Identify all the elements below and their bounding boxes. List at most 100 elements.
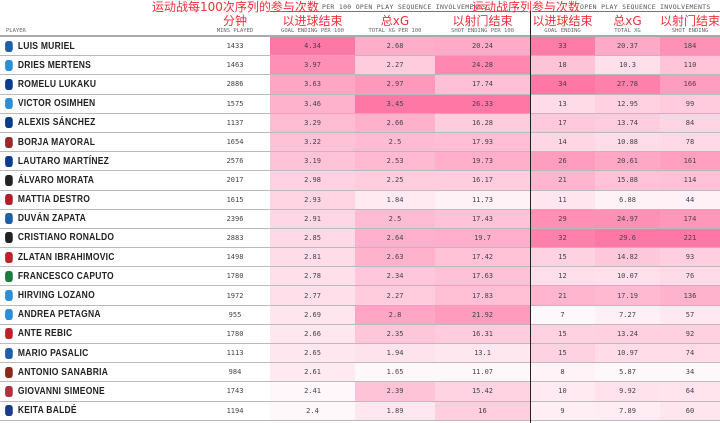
stat-cell: 16.31: [435, 324, 530, 343]
club-badge-icon: [5, 98, 13, 110]
stat-cell: 10: [530, 382, 595, 401]
column-header-cn: 以进球结束: [282, 14, 343, 28]
stat-cell: 1.89: [355, 401, 435, 420]
column-header[interactable]: TOTAL XG: [614, 28, 641, 34]
mins-played: 2396: [226, 214, 244, 223]
column-header[interactable]: TOTAL XG PER 100: [368, 28, 422, 34]
player-cell: ANTONIO SANABRIA: [0, 363, 170, 381]
stat-cell: 64: [660, 382, 720, 401]
table-row[interactable]: ANDREA PETAGNA 955 2.69 2.8 21.92 7 7.27 57: [0, 305, 720, 325]
stat-cell: 5.87: [595, 363, 660, 382]
stat-cell: 29: [530, 209, 595, 228]
stat-cell: 20.37: [595, 37, 660, 56]
table-row[interactable]: GIOVANNI SIMEONE 1743 2.41 2.39 15.42 10 9.92 6…: [0, 382, 720, 402]
club-badge-icon: [5, 328, 13, 340]
cn-group-left: 运动战每100次序列的参与次数: [152, 0, 319, 14]
column-header[interactable]: MINS PLAYED: [216, 28, 254, 34]
table-row[interactable]: ANTONIO SANABRIA 984 2.61 1.65 11.07 8 5.87 34: [0, 363, 720, 383]
stat-cell: 17.74: [435, 75, 530, 94]
table-row[interactable]: DRIES MERTENS 1463 3.97 2.27 24.28 18 10.3 110: [0, 56, 720, 76]
stat-cell: 20.24: [435, 37, 530, 56]
table-row[interactable]: FRANCESCO CAPUTO 1780 2.78 2.34 17.63 12 10.07…: [0, 267, 720, 287]
stat-cell: 2.5: [355, 132, 435, 152]
club-badge-icon: [5, 117, 13, 129]
stat-cell: 2.25: [355, 171, 435, 190]
player-name: CRISTIANO RONALDO: [17, 232, 115, 244]
stat-cell: 74: [660, 344, 720, 363]
table-row[interactable]: DUVÁN ZAPATA 2396 2.91 2.5 17.43 29 24.97 174: [0, 209, 720, 229]
stat-cell: 24.28: [435, 56, 530, 75]
stat-cell: 26: [530, 152, 595, 171]
table-row[interactable]: ÁLVARO MORATA 2017 2.98 2.25 16.17 21 15.88 114: [0, 171, 720, 191]
player-name: FRANCESCO CAPUTO: [17, 270, 114, 282]
stat-cell: 9: [530, 401, 595, 420]
column-header[interactable]: GOAL ENDING: [544, 28, 581, 34]
stat-cell: 15: [530, 344, 595, 363]
player-name: VICTOR OSIMHEN: [17, 98, 96, 110]
player-cell: DRIES MERTENS: [0, 56, 170, 74]
table-row[interactable]: LUIS MURIEL 1433 4.34 2.68 20.24 33 20.37 184: [0, 37, 720, 57]
stat-cell: 161: [660, 152, 720, 171]
club-badge-icon: [5, 59, 13, 71]
table-row[interactable]: LAUTARO MARTÍNEZ 2576 3.19 2.53 19.73 26 20.61…: [0, 152, 720, 172]
table-row[interactable]: MARIO PASALIC 1113 2.65 1.94 13.1 15 10.97 74: [0, 344, 720, 364]
player-name: ANDREA PETAGNA: [17, 309, 101, 321]
stat-cell: 221: [660, 228, 720, 248]
stat-cell: 15.42: [435, 382, 530, 401]
table-row[interactable]: MATTIA DESTRO 1615 2.93 1.84 11.73 11 6.88 44: [0, 190, 720, 210]
mins-played: 2883: [226, 233, 244, 242]
club-badge-icon: [5, 385, 13, 397]
column-header[interactable]: SHOT ENDING PER 100: [451, 28, 514, 34]
table-row[interactable]: CRISTIANO RONALDO 2883 2.85 2.64 19.7 32 29.6 2…: [0, 228, 720, 249]
club-badge-icon: [5, 290, 13, 302]
table-row[interactable]: ANTE REBIC 1780 2.66 2.35 16.31 15 13.24 92: [0, 324, 720, 344]
stat-cell: 4.34: [270, 37, 355, 56]
stat-cell: 2.63: [355, 248, 435, 267]
player-cell: ALEXIS SÁNCHEZ: [0, 114, 170, 132]
player-name: MARIO PASALIC: [17, 347, 89, 359]
column-header-cn: 以进球结束: [532, 14, 593, 28]
table-row[interactable]: ROMELU LUKAKU 2886 3.63 2.97 17.74 34 27.78 166: [0, 75, 720, 95]
stat-cell: 2.81: [270, 248, 355, 267]
column-header-cn: 分钟: [222, 14, 247, 28]
stat-cell: 34: [660, 363, 720, 382]
mins-played: 955: [228, 310, 242, 319]
mins-played: 2886: [226, 80, 244, 89]
club-badge-icon: [5, 213, 13, 225]
group-label-per100: PER 100 OPEN PLAY SEQUENCE INVOLVEMENTS: [322, 3, 487, 11]
stat-cell: 2.66: [355, 113, 435, 132]
stat-cell: 2.77: [270, 286, 355, 305]
stat-cell: 2.97: [355, 75, 435, 94]
table-row[interactable]: KEITA BALDÉ 1194 2.4 1.89 16 9 7.89 60: [0, 401, 720, 421]
mins-played: 2576: [226, 157, 244, 166]
table-row[interactable]: VICTOR OSIMHEN 1575 3.46 3.45 26.33 13 12.95 99: [0, 94, 720, 114]
table-row[interactable]: ZLATAN IBRAHIMOVIC 1498 2.81 2.63 17.42 15 14.…: [0, 248, 720, 268]
mins-played: 1194: [226, 406, 244, 415]
table-row[interactable]: ALEXIS SÁNCHEZ 1137 3.29 2.66 16.28 17 13.74 84: [0, 113, 720, 133]
stat-cell: 2.27: [355, 286, 435, 305]
stat-cell: 1.94: [355, 344, 435, 363]
stat-cell: 11: [530, 190, 595, 209]
column-header[interactable]: SHOT ENDING: [671, 28, 709, 34]
stat-cell: 114: [660, 171, 720, 190]
stat-cell: 19.7: [435, 228, 530, 248]
column-header[interactable]: GOAL ENDING PER 100: [281, 28, 344, 34]
stat-cell: 17.93: [435, 132, 530, 152]
stat-cell: 2.39: [355, 382, 435, 401]
club-badge-icon: [5, 40, 13, 52]
player-cell: LUIS MURIEL: [0, 37, 170, 55]
cn-group-right: 运动战序列参与次数: [472, 0, 581, 14]
stat-cell: 34: [530, 75, 595, 94]
stat-cell: 2.78: [270, 267, 355, 286]
stat-cell: 10.3: [595, 56, 660, 75]
player-cell: LAUTARO MARTÍNEZ: [0, 152, 170, 170]
stat-cell: 15: [530, 324, 595, 343]
table-row[interactable]: HIRVING LOZANO 1972 2.77 2.27 17.83 21 17.19 13…: [0, 286, 720, 306]
stat-cell: 20.61: [595, 152, 660, 171]
club-badge-icon: [5, 251, 13, 263]
stat-cell: 110: [660, 56, 720, 75]
header-divider: [0, 35, 720, 37]
column-header[interactable]: PLAYER: [6, 28, 26, 34]
club-badge-icon: [5, 78, 13, 90]
table-row[interactable]: BORJA MAYORAL 1654 3.22 2.5 17.93 14 10.88 78: [0, 132, 720, 153]
